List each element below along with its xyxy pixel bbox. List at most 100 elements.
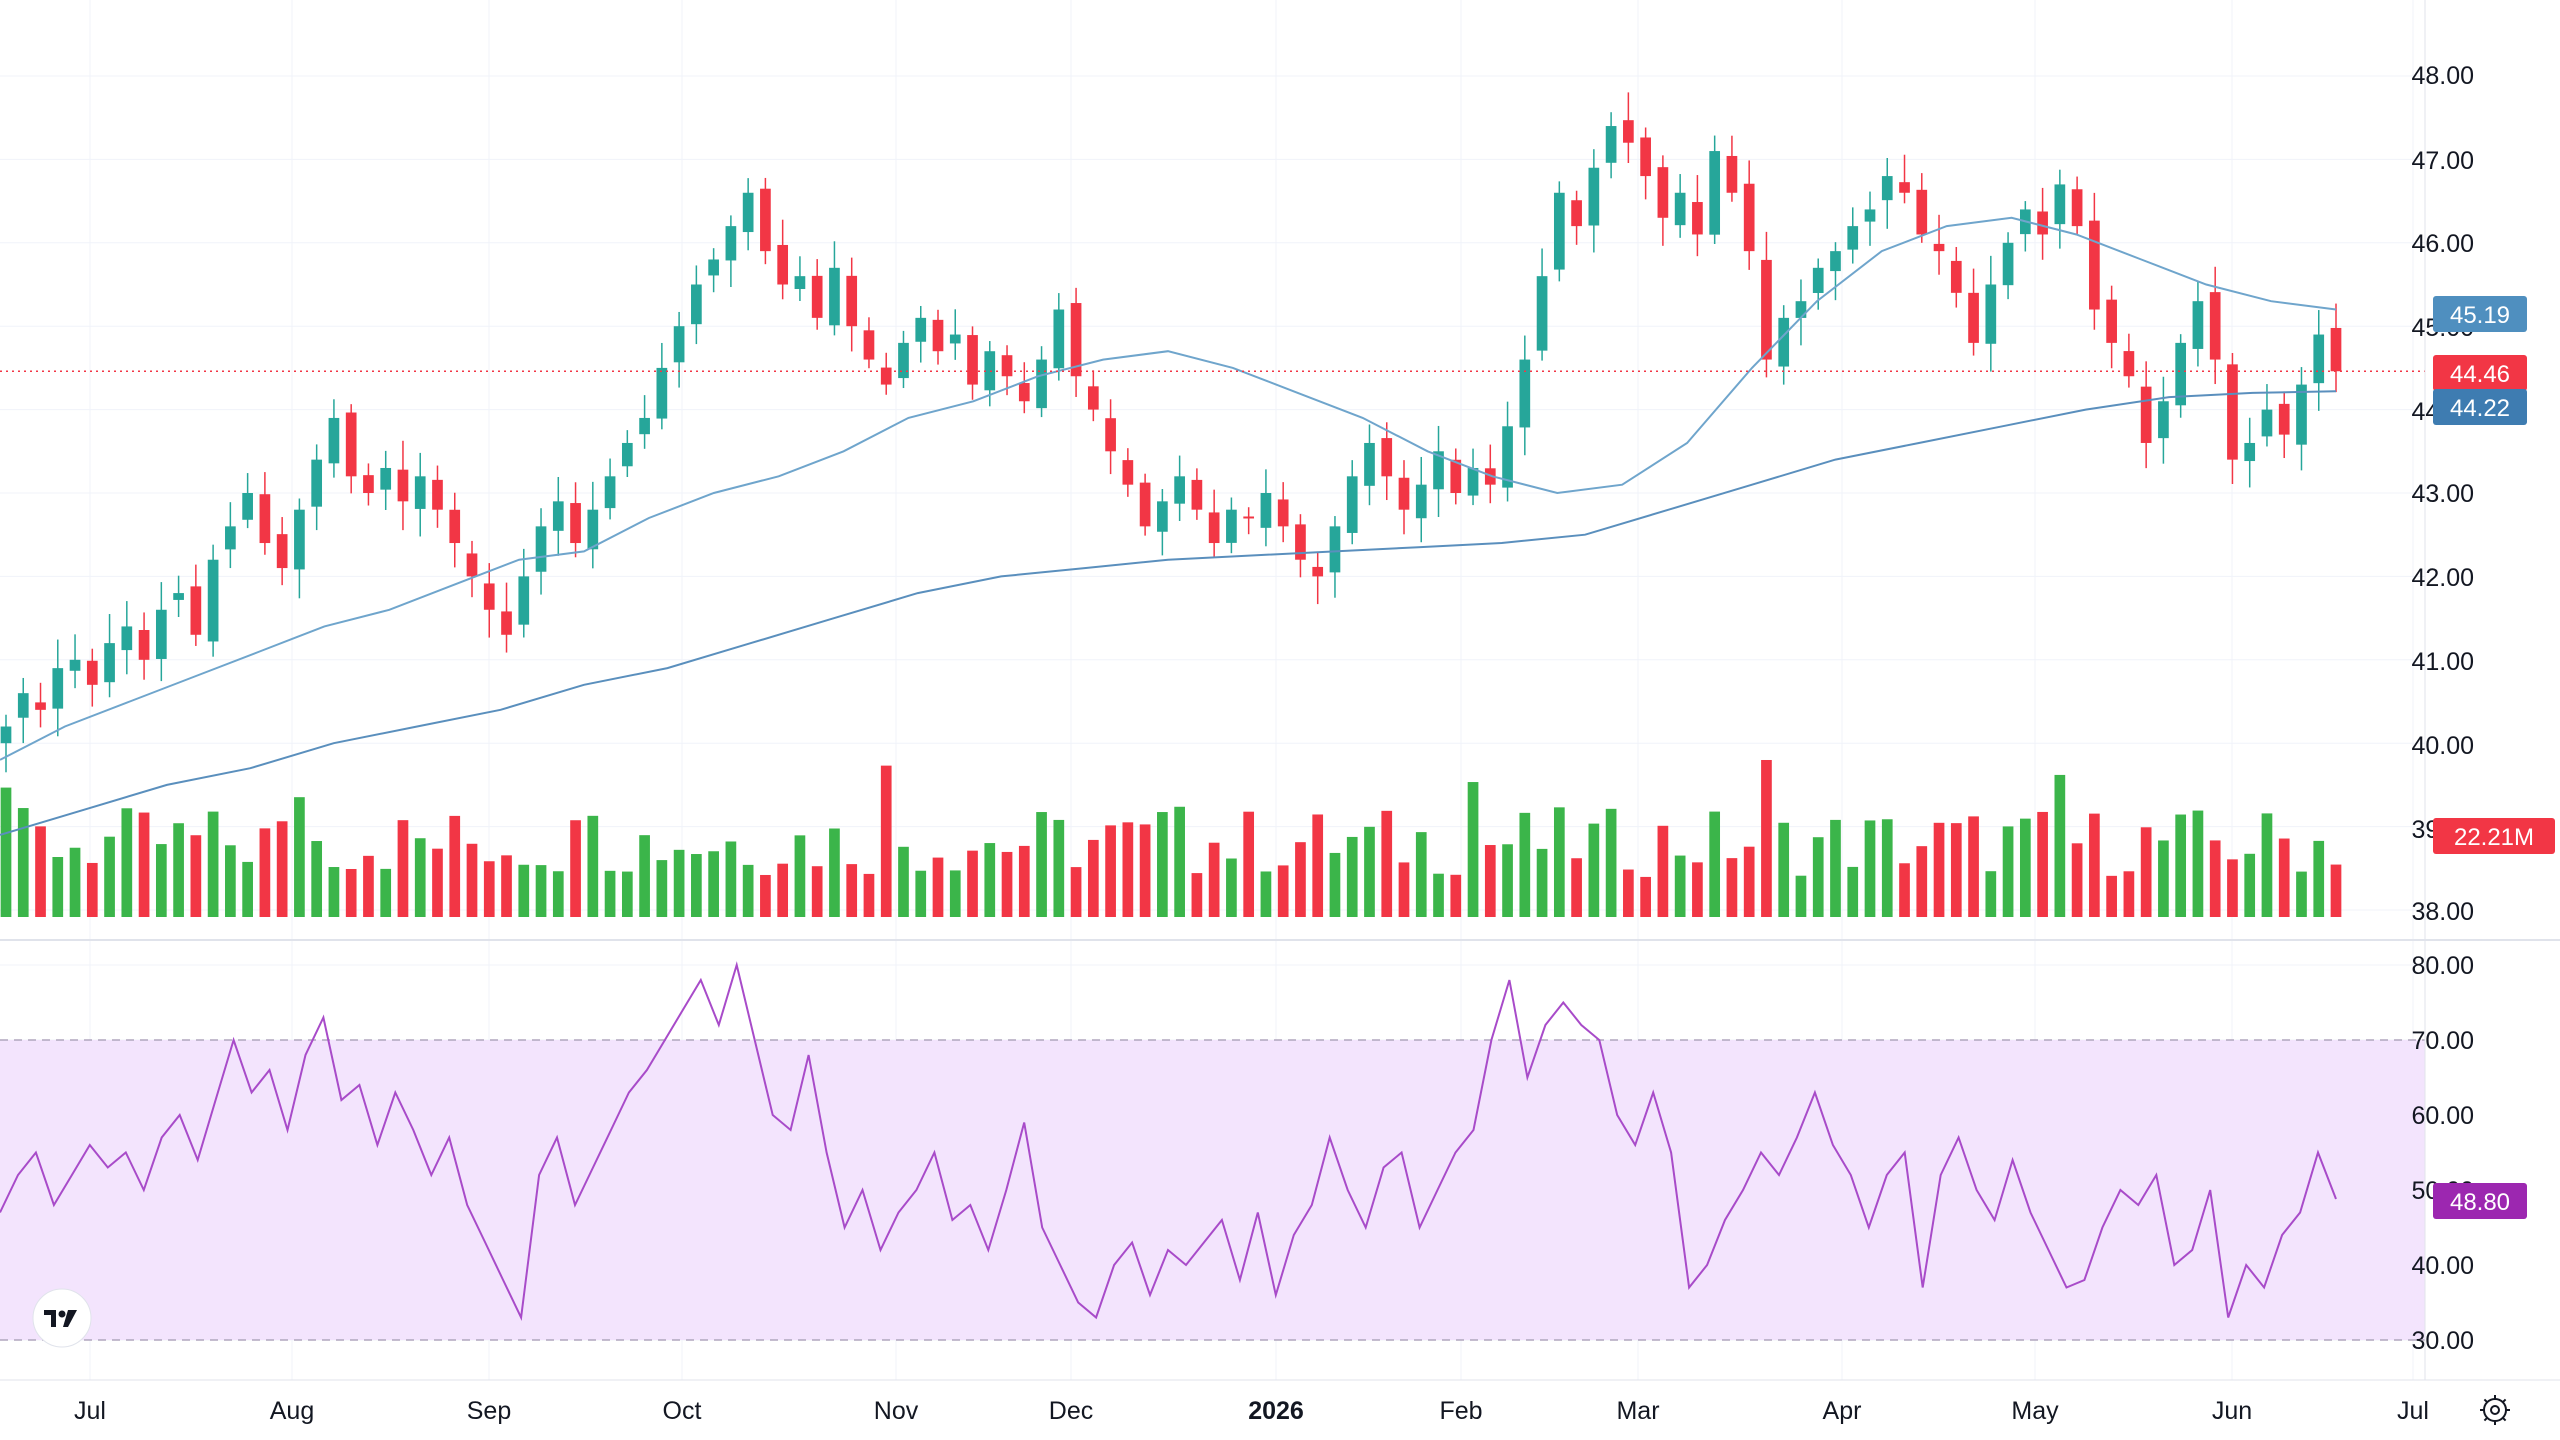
last-price-value: 44.46 (2450, 361, 2510, 388)
price-axis[interactable]: 48.00 47.00 46.00 45.00 44.00 43.00 42.0… (2411, 62, 2474, 926)
volume-bar (1053, 819, 1065, 917)
candle-body (829, 267, 840, 326)
time-tick-may: May (2011, 1397, 2059, 1425)
volume-bar (1277, 865, 1289, 917)
candle-body (1433, 451, 1444, 490)
volume-bar (1864, 820, 1876, 917)
candle-body (742, 192, 754, 233)
candle-body (242, 493, 253, 520)
time-axis[interactable]: Jul Aug Sep Oct Nov Dec 2026 Feb Mar Apr… (74, 1397, 2429, 1425)
candle-body (1640, 137, 1651, 177)
volume-bar (1036, 812, 1047, 917)
candle-body (1536, 276, 1548, 351)
volume-bar (35, 826, 46, 917)
time-tick-mar: Mar (1616, 1397, 1659, 1425)
candle-body (846, 275, 858, 327)
candlesticks[interactable] (0, 92, 2342, 773)
volume-bar (984, 843, 996, 917)
volume-bar (380, 868, 392, 917)
volume-bar (2261, 813, 2273, 917)
volume-bar (1743, 846, 1755, 917)
candle-body (1657, 167, 1669, 218)
rsi-tick: 60.00 (2411, 1102, 2474, 1130)
candle-body (1778, 317, 1790, 367)
volume-bar (1933, 822, 1945, 917)
rsi-band (0, 1039, 2425, 1341)
volume-bar (69, 847, 81, 917)
ma-fast-badge: 45.19 (2433, 296, 2527, 332)
candle-body (587, 509, 599, 550)
volume-bar (1226, 858, 1237, 917)
candle-body (880, 367, 892, 385)
candle-body (1415, 484, 1427, 519)
candle-body (794, 276, 806, 290)
tradingview-logo-icon[interactable] (32, 1288, 92, 1348)
candle-body (1036, 359, 1047, 409)
volume-bar (259, 828, 271, 917)
volume-bar (1916, 846, 1928, 917)
candle-body (1226, 509, 1237, 543)
volume-bar (777, 863, 789, 917)
candle-body (2089, 220, 2100, 310)
volume-bar (1571, 858, 1582, 917)
candle-body (1243, 516, 1255, 519)
candle-body (2209, 292, 2221, 360)
volume-bar (2296, 871, 2307, 917)
candle-body (1864, 209, 1876, 222)
candle-body (2140, 386, 2152, 443)
volume-bars (0, 759, 2342, 917)
candle-body (1277, 499, 1289, 527)
volume-bar (242, 861, 253, 917)
volume-bar (138, 812, 150, 917)
price-tick: 40.00 (2411, 732, 2474, 760)
candle-body (380, 467, 392, 490)
volume-bar (1985, 871, 1997, 917)
time-tick-oct: Oct (663, 1397, 702, 1425)
candle-body (656, 367, 668, 419)
volume-bar (207, 811, 219, 917)
volume-bar (2071, 843, 2083, 917)
volume-bar (2313, 840, 2325, 917)
candle-body (17, 693, 29, 718)
candle-body (1588, 167, 1600, 226)
candle-body (1726, 155, 1738, 193)
axes (0, 0, 2560, 1381)
candle-body (1053, 309, 1065, 369)
volume-bar (1467, 782, 1479, 917)
volume-bar (1450, 874, 1462, 917)
rsi-line (0, 961, 2337, 1321)
volume-bar (1502, 844, 1513, 917)
candle-body (621, 442, 633, 467)
volume-bar (1726, 858, 1738, 917)
price-tick: 42.00 (2411, 564, 2474, 592)
candle-body (86, 660, 98, 685)
volume-bar (604, 870, 616, 917)
time-tick-aug: Aug (270, 1397, 314, 1425)
volume-bar (1312, 814, 1324, 917)
settings-gear-icon[interactable] (2480, 1395, 2510, 1425)
volume-bar (570, 820, 581, 917)
volume-bar (1847, 866, 1859, 917)
candle-body (1881, 176, 1893, 201)
candle-body (2313, 334, 2325, 384)
volume-bar (518, 864, 530, 917)
volume-bar (1761, 759, 1772, 917)
volume-bar (2175, 814, 2187, 917)
time-tick-nov: Nov (874, 1397, 919, 1425)
volume-bar (414, 838, 426, 917)
volume-bar (915, 870, 927, 917)
candle-body (0, 726, 12, 744)
volume-bar (1087, 839, 1099, 917)
candle-body (2037, 211, 2048, 235)
candle-body (2278, 403, 2290, 435)
candle-body (570, 503, 581, 544)
candle-body (552, 501, 564, 531)
candle-body (2175, 342, 2187, 406)
candle-body (311, 459, 323, 507)
candle-body (483, 583, 495, 610)
volume-bar (1381, 810, 1393, 917)
volume-bar (811, 866, 823, 917)
candle-body (1812, 267, 1824, 293)
